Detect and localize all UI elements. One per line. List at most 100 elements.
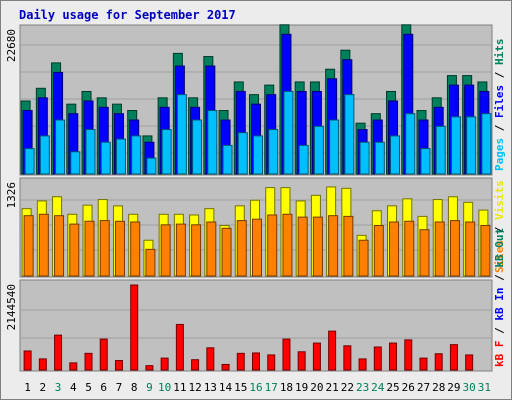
- bar-kb-f-day-12: [191, 359, 200, 371]
- bar-kb-f-day-20: [312, 342, 321, 371]
- bar-sites-day-22: [343, 215, 354, 277]
- legend-part-2: Files: [493, 85, 506, 118]
- bar-pages-day-31: [481, 113, 492, 175]
- bar-sites-day-12: [191, 224, 202, 277]
- x-tick-label-day-20: 20: [310, 381, 323, 394]
- bar-kb-f-day-29: [449, 344, 458, 371]
- x-tick-label-day-19: 19: [295, 381, 308, 394]
- bar-pages-day-5: [85, 129, 96, 175]
- x-tick-label-day-7: 7: [116, 381, 123, 394]
- legend-part-2: Visits: [493, 180, 506, 220]
- x-tick-label-day-31: 31: [478, 381, 491, 394]
- x-tick-label-day-11: 11: [173, 381, 186, 394]
- bar-pages-day-12: [192, 119, 203, 175]
- bar-pages-day-1: [24, 148, 35, 175]
- x-tick-label-day-10: 10: [158, 381, 171, 394]
- x-tick-label-day-30: 30: [463, 381, 476, 394]
- legend-part-1: /: [493, 321, 506, 341]
- bar-kb-f-day-22: [343, 345, 352, 371]
- x-tick-label-day-15: 15: [234, 381, 247, 394]
- bar-sites-day-15: [236, 220, 247, 277]
- bar-sites-day-4: [69, 223, 80, 277]
- bar-kb-f-day-11: [175, 323, 184, 371]
- bar-pages-day-23: [359, 141, 370, 175]
- bar-pages-day-21: [329, 119, 340, 175]
- bar-kb-f-day-15: [236, 352, 245, 371]
- x-tick-label-day-3: 3: [55, 381, 62, 394]
- x-tick-label-day-6: 6: [100, 381, 107, 394]
- bar-sites-day-8: [130, 221, 141, 277]
- bar-kb-f-day-13: [206, 347, 215, 371]
- bar-sites-day-21: [328, 215, 339, 277]
- bar-kb-f-day-3: [54, 334, 63, 371]
- bar-kb-f-day-30: [465, 354, 474, 371]
- x-tick-label-day-23: 23: [356, 381, 369, 394]
- bar-pages-day-19: [298, 144, 309, 175]
- bar-pages-day-25: [390, 135, 401, 175]
- bar-kb-f-day-26: [404, 339, 413, 371]
- bar-sites-day-23: [358, 239, 369, 277]
- bar-pages-day-8: [131, 135, 142, 175]
- x-tick-label-day-25: 25: [386, 381, 399, 394]
- bar-sites-day-27: [419, 229, 430, 277]
- bar-kb-f-day-17: [267, 354, 276, 371]
- bar-sites-day-19: [297, 216, 308, 277]
- bar-sites-day-28: [434, 221, 445, 277]
- bar-kb-f-day-4: [69, 362, 78, 371]
- bar-kb-f-day-21: [328, 330, 337, 371]
- bar-pages-day-14: [222, 144, 233, 175]
- bar-pages-day-2: [39, 135, 50, 175]
- bar-pages-day-17: [268, 129, 279, 175]
- bar-pages-day-9: [146, 157, 157, 175]
- x-tick-label-day-28: 28: [432, 381, 445, 394]
- x-tick-label-day-1: 1: [24, 381, 31, 394]
- bar-pages-day-11: [176, 94, 187, 175]
- bar-sites-day-30: [465, 221, 476, 277]
- bar-pages-day-27: [420, 148, 431, 175]
- bar-sites-day-29: [449, 220, 460, 277]
- legend-part-0: Pages: [493, 138, 506, 171]
- bar-sites-day-18: [282, 213, 293, 277]
- bar-kb-f-day-10: [160, 357, 169, 371]
- panel-top-ymax-label: 22680: [5, 29, 18, 62]
- bar-sites-day-9: [145, 248, 156, 277]
- x-tick-label-day-9: 9: [146, 381, 153, 394]
- bar-sites-day-24: [373, 225, 384, 277]
- chart-title: Daily usage for September 2017: [19, 8, 236, 22]
- panel-mid-legend: Sites / Visits: [493, 180, 506, 273]
- bar-sites-day-31: [480, 225, 491, 277]
- legend-part-3: /: [493, 268, 506, 288]
- bar-sites-day-5: [84, 220, 95, 277]
- panel-bottom-legend: kB F / kB In / kB Out: [493, 228, 506, 367]
- x-tick-label-day-21: 21: [326, 381, 339, 394]
- bar-kb-f-day-27: [419, 357, 428, 371]
- bar-pages-day-10: [161, 129, 172, 175]
- bar-sites-day-16: [252, 218, 262, 277]
- x-tick-label-day-8: 8: [131, 381, 138, 394]
- bar-sites-day-25: [389, 221, 400, 277]
- bar-kb-f-day-25: [389, 342, 398, 371]
- x-tick-label-day-29: 29: [447, 381, 460, 394]
- bar-kb-f-day-1: [23, 350, 32, 371]
- panel-top: 22680 Pages / Files / Hits: [5, 24, 506, 176]
- bar-sites-day-7: [114, 220, 125, 277]
- x-tick-label-day-26: 26: [402, 381, 415, 394]
- x-tick-label-day-13: 13: [204, 381, 217, 394]
- bar-kb-f-day-6: [99, 338, 108, 371]
- bar-pages-day-16: [253, 135, 263, 175]
- bar-pages-day-29: [450, 116, 461, 175]
- bar-pages-day-3: [55, 119, 66, 175]
- bar-pages-day-24: [374, 141, 385, 175]
- x-tick-label-day-5: 5: [85, 381, 92, 394]
- bar-pages-day-30: [466, 116, 477, 175]
- bar-pages-day-6: [100, 141, 111, 175]
- bar-pages-day-22: [344, 94, 355, 175]
- bar-sites-day-26: [404, 220, 415, 277]
- bar-sites-day-6: [99, 220, 110, 277]
- legend-part-0: Sites: [493, 240, 506, 273]
- bar-kb-f-day-28: [434, 353, 443, 371]
- legend-part-3: /: [493, 65, 506, 85]
- bar-pages-day-26: [405, 113, 416, 175]
- panel-mid-ymax-label: 1326: [5, 182, 18, 209]
